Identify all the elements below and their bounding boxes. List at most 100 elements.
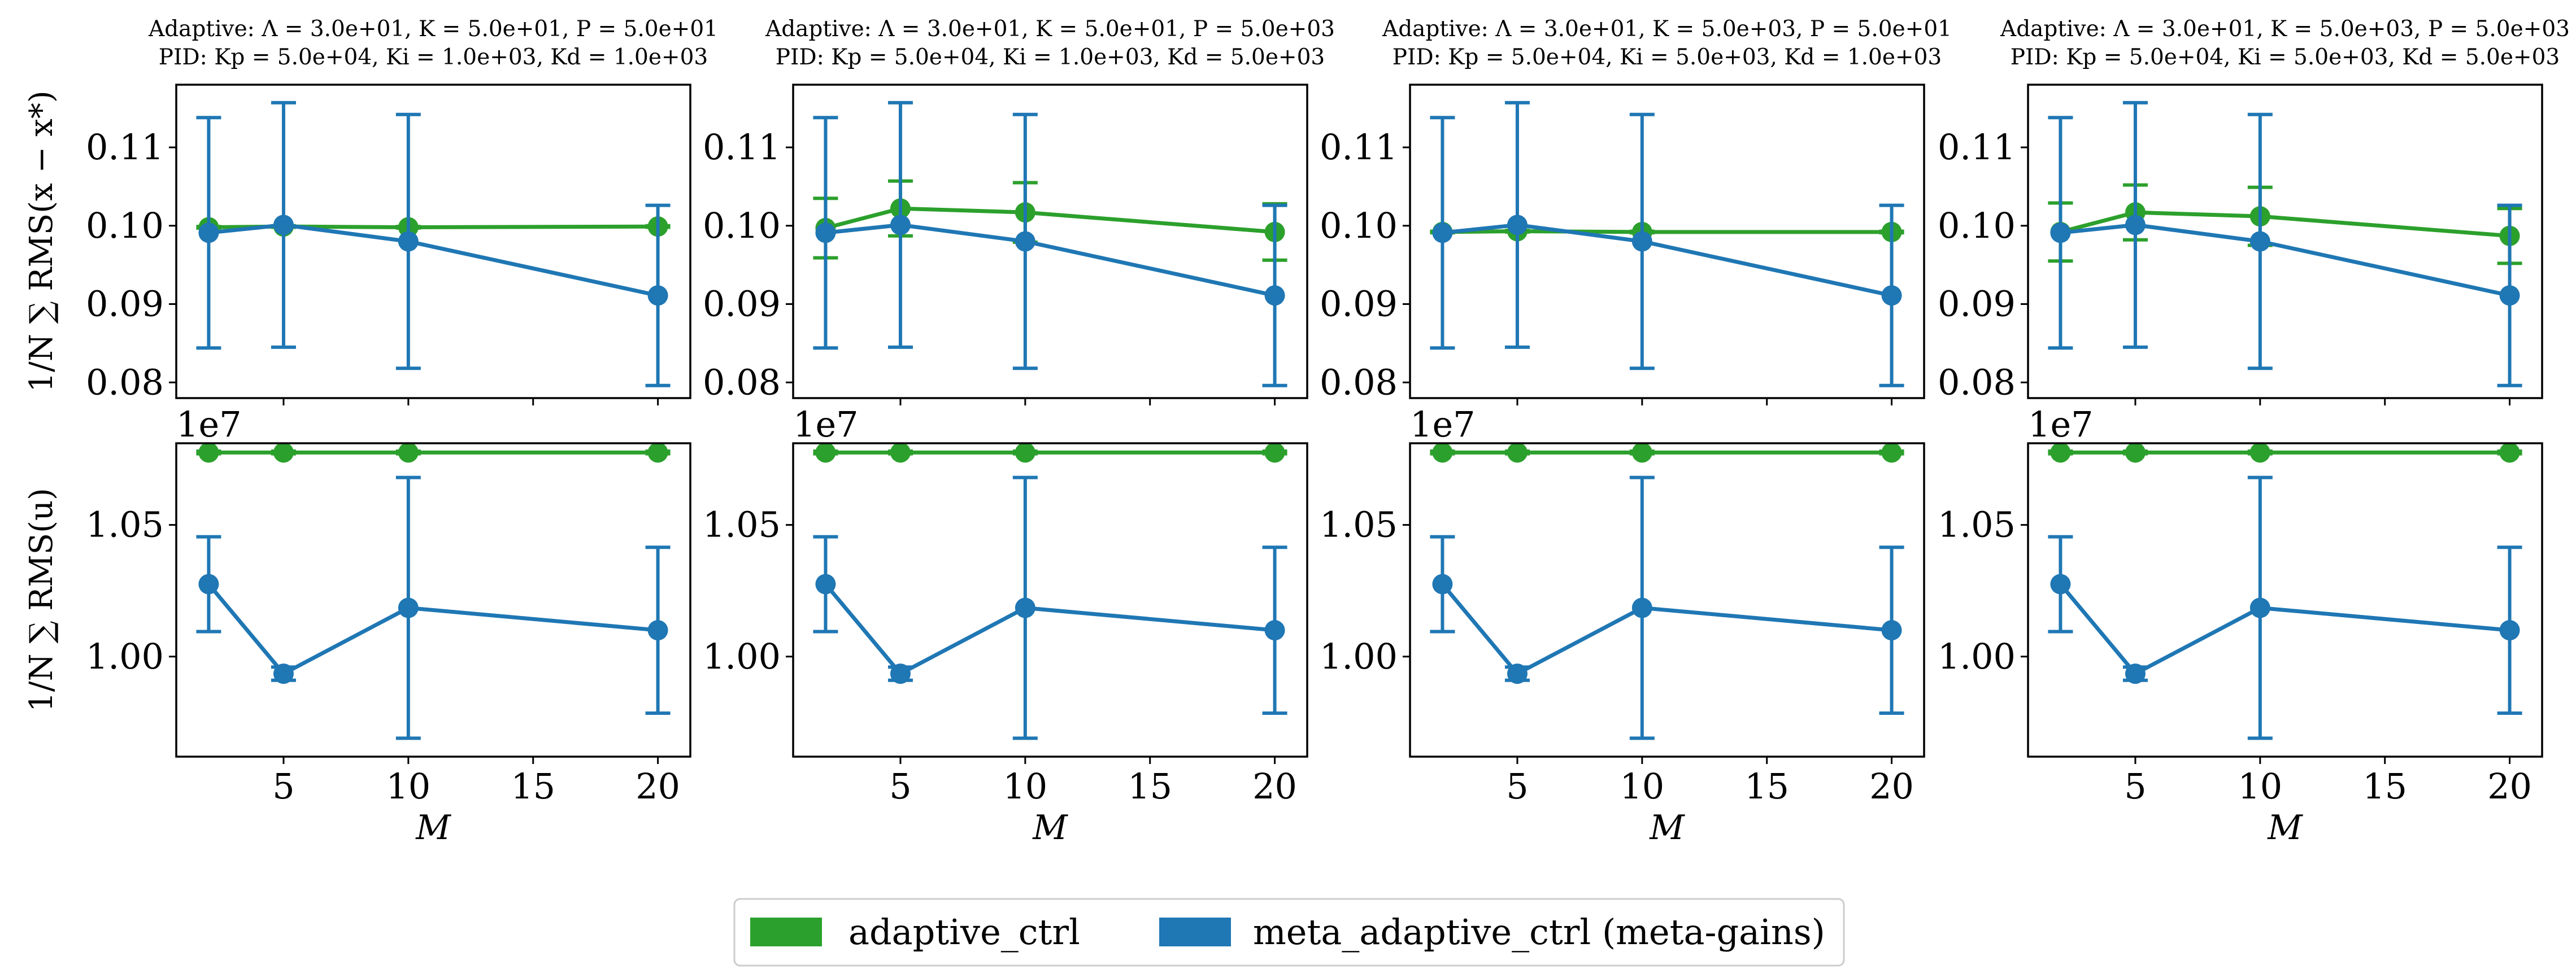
panel-control-2: 1.00 1.05 5 10 15 20 1e7 M xyxy=(703,404,1308,848)
data-point xyxy=(1015,442,1035,463)
panel-title-line1: Adaptive: Λ = 3.0e+01, K = 5.0e+03, P = … xyxy=(2000,16,2570,42)
data-point xyxy=(1507,663,1528,684)
x-tick-label: 10 xyxy=(2238,766,2282,807)
data-point xyxy=(398,442,419,463)
data-point xyxy=(2499,442,2520,463)
panel-title-line1: Adaptive: Λ = 3.0e+01, K = 5.0e+01, P = … xyxy=(765,16,1335,42)
panel-title-line2: PID: Kp = 5.0e+04, Ki = 5.0e+03, Kd = 5.… xyxy=(2011,45,2560,70)
series-line xyxy=(2060,210,2510,238)
chart-panels: Adaptive: Λ = 3.0e+01, K = 5.0e+01, P = … xyxy=(86,16,2570,848)
panel-title-line2: PID: Kp = 5.0e+04, Ki = 5.0e+03, Kd = 1.… xyxy=(1393,45,1942,70)
x-tick-label: 5 xyxy=(2124,766,2146,807)
series-line xyxy=(1441,583,1892,676)
data-point xyxy=(2499,285,2520,306)
series-meta xyxy=(2048,101,2522,387)
x-tick-label: 15 xyxy=(1128,766,1172,807)
chart-column-2: Adaptive: Λ = 3.0e+01, K = 5.0e+01, P = … xyxy=(703,16,1335,848)
chart-column-4: Adaptive: Λ = 3.0e+01, K = 5.0e+03, P = … xyxy=(1938,16,2570,848)
data-point xyxy=(198,442,219,463)
data-point xyxy=(1507,442,1528,463)
y-tick-label: 1.00 xyxy=(1320,636,1398,677)
y-tick-label: 0.09 xyxy=(1320,283,1398,325)
y-axis-label-1: 1/N ∑ RMS(x − x*) xyxy=(23,90,60,392)
panel-state-4: 0.08 0.09 0.10 0.11 xyxy=(1938,84,2543,405)
y-tick-label: 0.11 xyxy=(1938,126,2016,168)
data-point xyxy=(273,215,294,235)
series-line xyxy=(824,583,1275,676)
series-line xyxy=(825,206,1275,234)
series-adaptive xyxy=(813,442,1287,463)
data-point xyxy=(273,663,294,684)
series-line xyxy=(207,583,658,676)
data-point xyxy=(198,574,219,595)
series-meta xyxy=(196,475,671,740)
y-offset-label: 1e7 xyxy=(2028,404,2094,445)
legend: adaptive_ctrl meta_adaptive_ctrl (meta-g… xyxy=(733,898,1845,967)
x-tick-label: 10 xyxy=(386,766,430,807)
x-tick-label: 15 xyxy=(511,766,555,807)
y-tick-label: 0.08 xyxy=(703,361,781,403)
data-point xyxy=(815,574,836,595)
legend-label-meta: meta_adaptive_ctrl (meta-gains) xyxy=(1253,911,1825,953)
data-point xyxy=(273,442,294,463)
y-tick-label: 1.05 xyxy=(1938,504,2016,545)
data-point xyxy=(2050,574,2071,595)
y-tick-label: 0.10 xyxy=(703,205,781,246)
x-tick-label: 15 xyxy=(1744,766,1789,807)
data-point xyxy=(890,442,911,463)
data-point xyxy=(890,215,911,235)
data-point xyxy=(1264,442,1285,463)
data-point xyxy=(647,620,668,641)
data-point xyxy=(1631,231,1652,252)
panel-frame xyxy=(175,84,691,399)
data-point xyxy=(2125,215,2146,235)
data-point xyxy=(2050,222,2071,243)
series-line xyxy=(825,222,1276,298)
panel-state-1: 0.08 0.09 0.10 0.11 xyxy=(86,84,691,405)
y-tick-label: 1.00 xyxy=(703,636,781,677)
x-tick-label: 20 xyxy=(636,766,680,807)
panel-frame xyxy=(2027,442,2543,758)
panel-frame xyxy=(792,84,1308,399)
series-line xyxy=(2059,583,2510,676)
series-meta xyxy=(1430,475,1904,740)
x-axis-label: M xyxy=(1032,808,1068,848)
legend-swatch-adaptive xyxy=(750,918,822,946)
panel-title-line1: Adaptive: Λ = 3.0e+01, K = 5.0e+01, P = … xyxy=(148,16,718,42)
x-axis-label: M xyxy=(415,808,451,848)
data-point xyxy=(1631,442,1652,463)
data-point xyxy=(890,663,911,684)
data-point xyxy=(2125,663,2146,684)
series-meta xyxy=(813,475,1287,740)
series-meta xyxy=(813,101,1287,387)
data-point xyxy=(1015,231,1035,252)
panel-title-line1: Adaptive: Λ = 3.0e+01, K = 5.0e+03, P = … xyxy=(1382,16,1952,42)
panel-frame xyxy=(175,442,691,758)
x-tick-label: 20 xyxy=(1252,766,1297,807)
panel-frame xyxy=(2027,84,2543,399)
panel-frame xyxy=(1409,84,1925,399)
y-offset-label: 1e7 xyxy=(1410,404,1476,445)
x-tick-label: 20 xyxy=(1869,766,1914,807)
x-tick-label: 10 xyxy=(1620,766,1664,807)
y-tick-label: 1.00 xyxy=(86,636,164,677)
x-tick-label: 20 xyxy=(2487,766,2532,807)
y-tick-label: 0.08 xyxy=(1938,361,2016,403)
data-point xyxy=(1015,597,1035,618)
chart-column-1: Adaptive: Λ = 3.0e+01, K = 5.0e+01, P = … xyxy=(86,16,718,848)
y-tick-label: 0.08 xyxy=(86,361,164,403)
data-point xyxy=(1631,597,1652,618)
panel-control-4: 1.00 1.05 5 10 15 20 1e7 M xyxy=(1938,404,2543,848)
panel-frame xyxy=(792,442,1308,758)
y-tick-label: 1.05 xyxy=(86,504,164,545)
x-axis-label: M xyxy=(2267,808,2303,848)
data-point xyxy=(2249,597,2270,618)
panel-frame xyxy=(1409,442,1925,758)
series-line xyxy=(208,222,659,298)
data-point xyxy=(647,285,668,306)
x-tick-label: 10 xyxy=(1003,766,1047,807)
x-tick-label: 5 xyxy=(1506,766,1528,807)
data-point xyxy=(1881,442,1902,463)
data-point xyxy=(398,597,419,618)
